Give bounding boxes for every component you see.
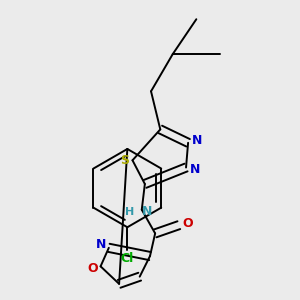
Text: N: N [95, 238, 106, 251]
Text: Cl: Cl [121, 252, 134, 265]
Text: O: O [87, 262, 98, 275]
Text: O: O [183, 217, 194, 230]
Text: N: N [192, 134, 203, 147]
Text: S: S [120, 154, 129, 167]
Text: H: H [125, 207, 134, 217]
Text: N: N [190, 163, 200, 176]
Text: N: N [142, 205, 152, 218]
